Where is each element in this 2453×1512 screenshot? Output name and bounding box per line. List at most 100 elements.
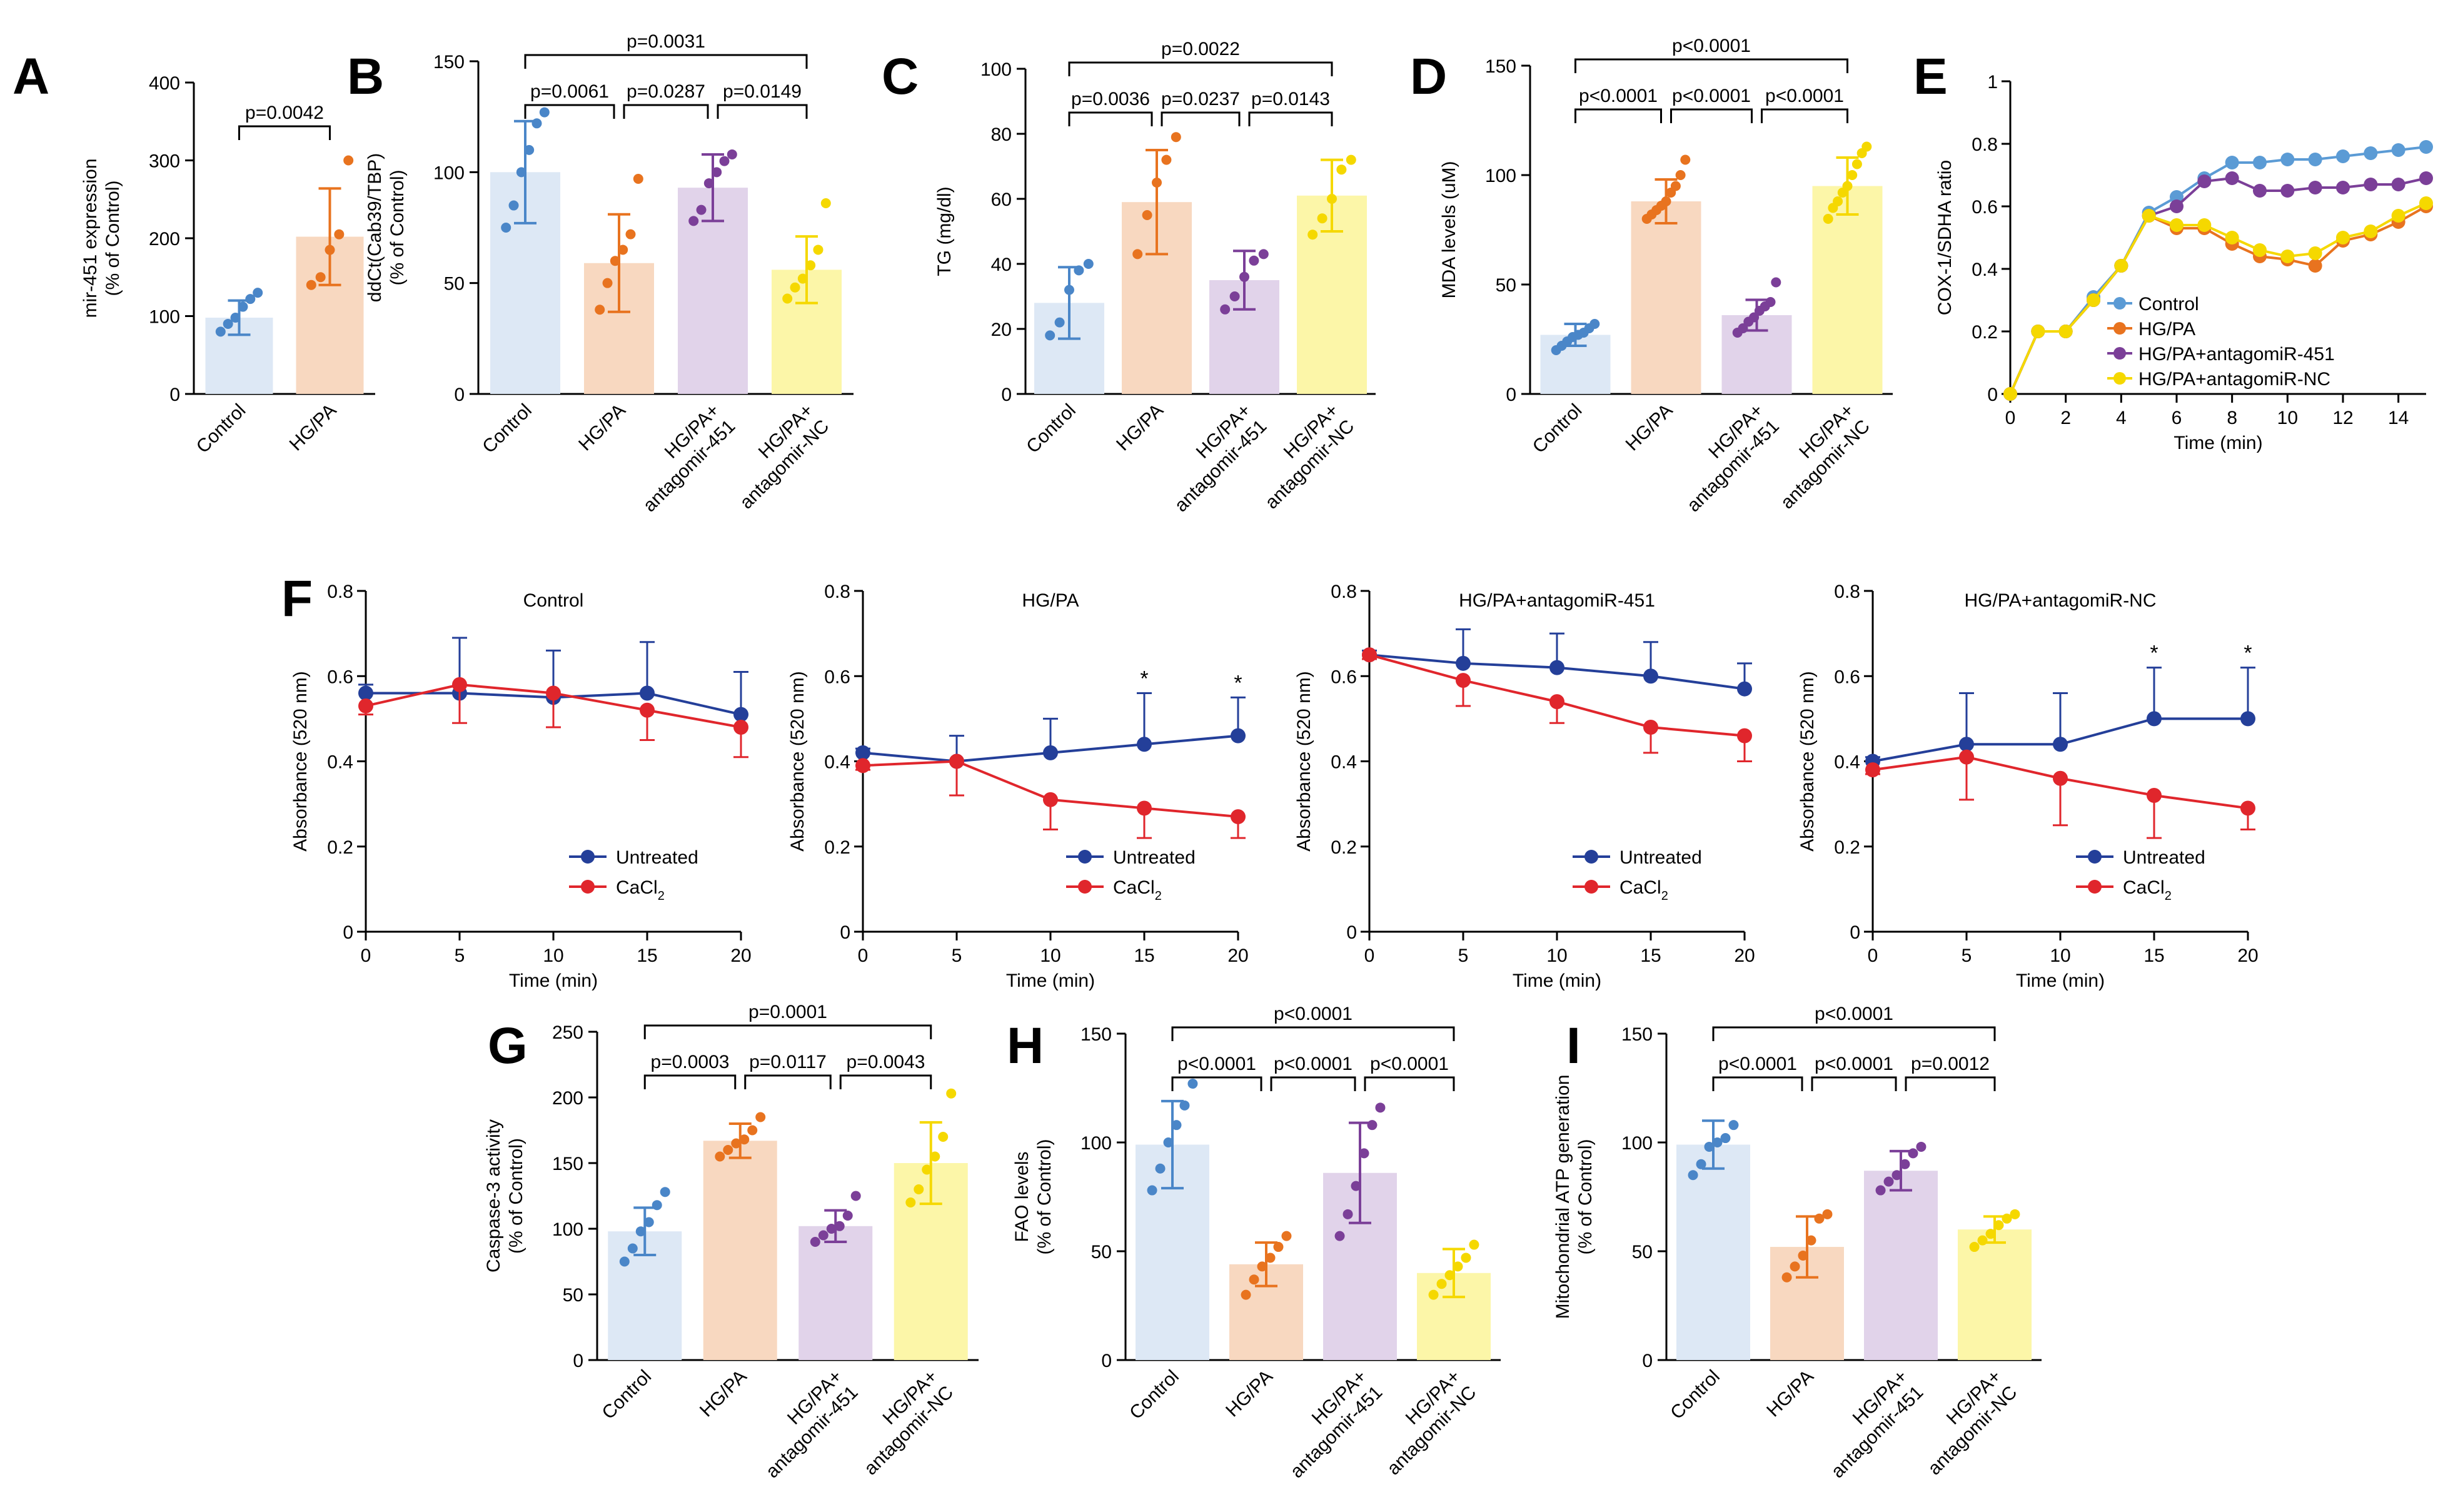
y-tick-label: 0 [454,385,465,405]
data-point [1161,154,1172,165]
legend-label: HG/PA+antagomiR-NC [2138,369,2330,390]
data-point [834,1221,845,1231]
y-tick-label: 0.6 [1331,667,1357,687]
data-point [531,118,542,129]
y-tick-label: 0 [343,922,353,943]
data-point [625,229,636,239]
x-tick-label: HG/PA [1222,1366,1277,1421]
data-point [782,293,793,304]
data-point [306,280,316,290]
data-point [739,1134,750,1145]
data-point [1362,647,1377,663]
data-point [2419,140,2433,154]
data-point [1670,181,1681,191]
significance-bracket [1670,108,1753,123]
x-tick-label-line: HG/PA [1222,1366,1277,1421]
panel-h-label: H [1007,1017,1044,1074]
data-point [1171,1120,1182,1131]
data-point [633,173,643,184]
p-value-label: p=0.0117 [749,1052,827,1072]
x-tick-label-line: HG/PA [286,400,341,455]
y-tick-label: 0 [1850,922,1860,943]
data-point [855,745,870,760]
data-point [1969,1242,1980,1252]
legend-swatch-dot [2088,850,2102,864]
data-point [1704,1141,1715,1152]
x-tick-label: 20 [1734,945,1755,966]
legend-label: HG/PA [2138,319,2195,340]
data-point [1814,1213,1825,1224]
data-point [820,198,831,208]
data-point [2308,259,2322,273]
y-tick-label: 0 [840,922,850,943]
data-point [1346,154,1356,165]
data-point [1728,1120,1739,1131]
y-tick-label: 100 [1621,1133,1653,1154]
data-point [1977,1235,1988,1246]
y-axis-label: Absorbance (520 nm) [1797,671,1818,852]
x-tick-label: 5 [952,945,962,966]
p-value-label: p<0.0001 [1177,1054,1256,1074]
x-tick-label-line: HG/PA [1112,400,1167,455]
chart-title: HG/PA+antagomiR-NC [1964,590,2156,611]
data-point [2225,171,2239,185]
data-point [627,1243,638,1254]
data-point [1456,655,1471,671]
significance-star: * [2150,642,2158,665]
legend-subscript: 2 [2165,889,2172,903]
data-point [452,677,467,692]
y-tick-label: 50 [444,274,465,295]
data-point [1737,728,1752,743]
p-value-label: p=0.0143 [1251,89,1330,109]
legend-label: Untreated [2123,847,2205,868]
data-point [619,1256,630,1267]
y-axis-label: Caspase-3 activity (% of Control) [483,1119,526,1273]
y-tick-label: 0.2 [1331,837,1357,858]
data-point [1045,330,1055,341]
x-tick-label: 10 [1546,945,1567,966]
p-value-label: p=0.0061 [530,81,609,102]
data-point [1241,1289,1251,1300]
data-point [755,1112,766,1122]
p-value-label: p<0.0001 [1815,1054,1893,1074]
data-point [914,1184,924,1194]
panel-i-label: I [1566,1017,1581,1074]
data-point [2308,153,2322,166]
p-value-label: p=0.0237 [1161,89,1240,109]
x-tick-label: Control [598,1366,655,1424]
panel-f-label: F [281,570,313,627]
p-value-label: p<0.0001 [1765,86,1844,106]
data-point [2087,293,2100,307]
significance-bracket [1161,111,1241,126]
x-axis-label: Time (min) [1006,970,1095,991]
data-point [1781,1272,1792,1283]
data-point [790,282,800,293]
legend-swatch-dot [1584,880,1598,894]
data-point [1900,1159,1910,1169]
y-axis-label: TG (mg/dl) [934,186,955,276]
data-point [930,1151,940,1162]
y-tick-label: 150 [1621,1024,1653,1045]
legend-label: CaCl2 [1113,877,1162,903]
legend-label: Untreated [1619,847,1702,868]
panel-h: H 0 50 100 150 FAO levels (% of Control) Contr… [1007,1004,1501,1482]
y-axis-label: mir-451 expression (% of Control) [80,158,123,318]
data-point [1738,323,1748,333]
significance-bracket [524,54,808,69]
data-point [1257,1261,1267,1272]
y-tick-label: 0.2 [1834,837,1860,858]
x-tick-label: 5 [455,945,465,966]
y-tick-label: 1 [1987,72,1998,93]
y-tick-label: 100 [980,59,1012,80]
y-axis-label: Mitochondrial ATP generation (% of Contro… [1553,1075,1596,1319]
significance-bracket [1248,111,1333,126]
data-point [2197,174,2212,188]
y-axis-label-line: MDA levels (uM) [1439,161,1459,298]
y-tick-label: 0 [1101,1351,1112,1371]
data-point [2253,243,2267,257]
p-value-label: p=0.0149 [723,81,802,102]
p-value-label: p<0.0001 [1274,1054,1352,1074]
y-tick-label: 40 [991,255,1012,275]
x-tick-label: HG/PA [575,400,630,455]
data-point [1549,660,1564,675]
